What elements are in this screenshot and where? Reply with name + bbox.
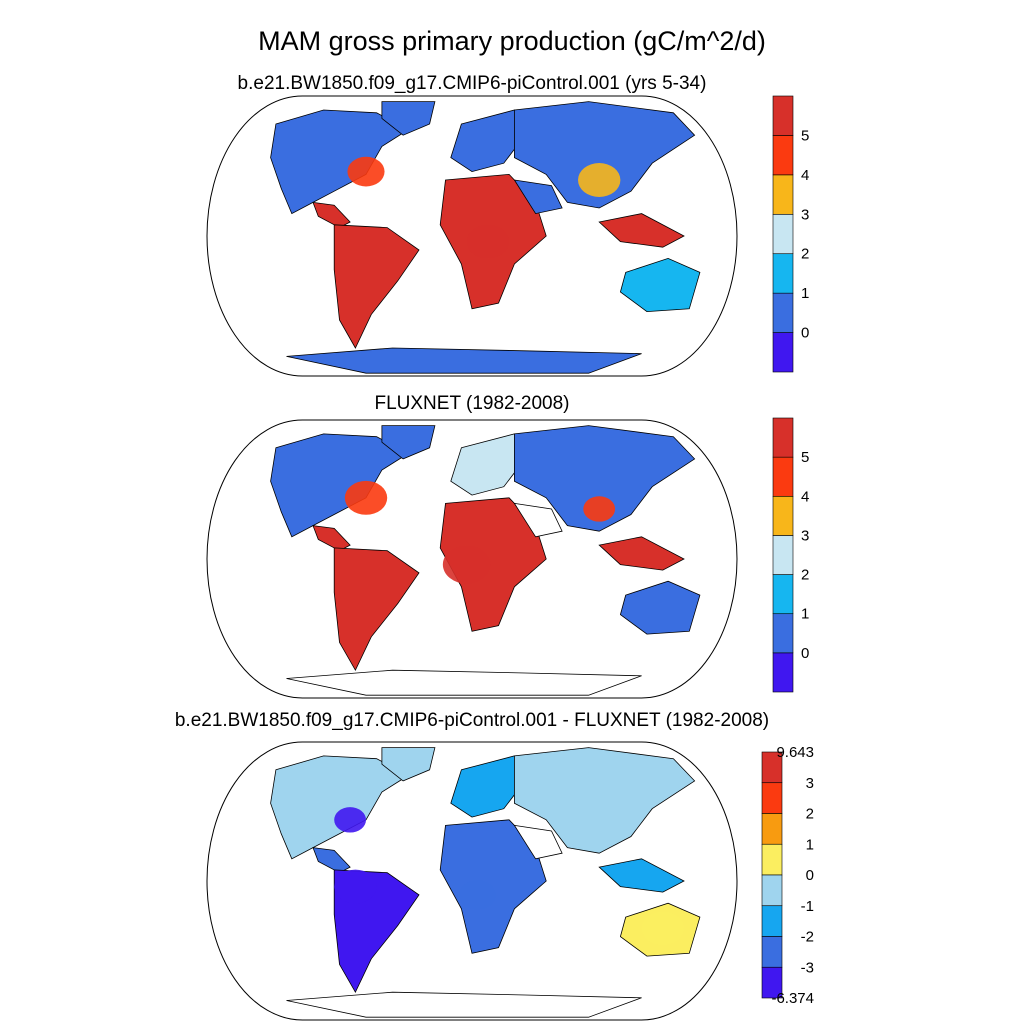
panel-title: FLUXNET (1982-2008): [374, 393, 569, 414]
grid-cell-cluster: [442, 545, 491, 584]
grid-cell-cluster: [583, 496, 616, 522]
landmass-maritime: [598, 858, 685, 893]
grid-cell-cluster: [334, 869, 377, 904]
landmass-greenland: [381, 425, 436, 460]
grid-cell-cluster: [344, 480, 388, 515]
landmass-samerica: [333, 224, 420, 349]
colorbar-tick-label: -1: [801, 898, 814, 915]
map-area: [207, 96, 737, 376]
landmass-arabia: [513, 502, 563, 538]
landmass-samerica: [333, 547, 420, 672]
landmass-arabia: [513, 824, 563, 860]
landmass-camerica: [312, 201, 351, 229]
colorbar: 0 1 2 3 4 5: [772, 95, 809, 373]
landmass-namerica: [270, 109, 410, 215]
colorbar-swatch: [772, 292, 794, 333]
panel-fluxnet: FLUXNET (1982-2008) 0 1 2 3 4 5: [206, 393, 809, 699]
colorbar-tick-label: 9.643: [776, 744, 814, 761]
colorbar-tick-label: 2: [801, 246, 809, 263]
map-frame: [206, 419, 738, 699]
colorbar-swatch: [772, 574, 794, 615]
landmass-arabia: [513, 179, 563, 215]
grid-cell-cluster: [458, 880, 496, 910]
colorbar-tick-label: -6.374: [771, 990, 814, 1007]
colorbar-swatch: [761, 905, 783, 937]
map-frame: [206, 741, 738, 1021]
landmass-antarctica: [286, 991, 642, 1018]
colorbar-tick-label: 3: [801, 206, 809, 223]
colorbar-swatch: [772, 652, 794, 693]
colorbar-swatch: [772, 332, 794, 373]
grid-cell-cluster: [347, 156, 385, 187]
map-area: [207, 742, 737, 1020]
colorbar-swatch: [772, 174, 794, 215]
panel-title: b.e21.BW1850.f09_g17.CMIP6-piControl.001…: [175, 710, 769, 731]
colorbar-tick-label: 1: [801, 285, 809, 302]
colorbar-swatch: [772, 495, 794, 536]
colorbar-tick-label: 4: [801, 488, 809, 505]
colorbar-tick-label: -2: [801, 929, 814, 946]
colorbar-swatch: [772, 95, 794, 136]
colorbar-tick-label: 0: [806, 867, 814, 884]
map-area: [207, 420, 737, 698]
colorbar: 9.643 3 2 1 0 -1 -2 -3 -6.374: [761, 744, 814, 1007]
colorbar-tick-label: 5: [801, 449, 809, 466]
colorbar-swatch: [761, 782, 783, 814]
colorbar-tick-label: 4: [801, 167, 809, 184]
landmass-asia: [514, 747, 696, 854]
figure-title: MAM gross primary production (gC/m^2/d): [258, 26, 766, 56]
colorbar-swatch: [761, 966, 783, 999]
landmass-australia: [619, 257, 701, 313]
landmass-australia: [619, 580, 701, 635]
colorbar-tick-label: 5: [801, 127, 809, 144]
colorbar-swatch: [772, 417, 794, 458]
landmass-antarctica: [286, 347, 642, 374]
colorbar-tick-label: 1: [801, 606, 809, 623]
landmass-antarctica: [286, 669, 642, 696]
panel-model: b.e21.BW1850.f09_g17.CMIP6-piControl.001…: [206, 73, 809, 377]
panel-difference: b.e21.BW1850.f09_g17.CMIP6-piControl.001…: [175, 710, 814, 1021]
colorbar-swatch: [772, 613, 794, 654]
colorbar-swatch: [761, 843, 783, 876]
colorbar-swatch: [761, 936, 783, 968]
grid-cell-cluster: [578, 163, 621, 197]
colorbar-tick-label: 0: [801, 325, 809, 342]
colorbar-tick-label: 1: [806, 836, 814, 853]
colorbar-tick-label: 3: [801, 527, 809, 544]
colorbar-swatch: [761, 813, 783, 845]
landmass-maritime: [598, 536, 685, 571]
colorbar-tick-label: 2: [806, 806, 814, 823]
map-frame: [206, 95, 738, 377]
colorbar-swatch: [772, 253, 794, 294]
landmass-greenland: [381, 101, 436, 136]
colorbar-tick-label: 2: [801, 567, 809, 584]
colorbar-tick-label: 0: [801, 645, 809, 662]
grid-cell-cluster: [641, 911, 684, 946]
colorbar-swatch: [761, 874, 783, 907]
panel-title: b.e21.BW1850.f09_g17.CMIP6-piControl.001…: [238, 73, 707, 94]
grid-cell-cluster: [334, 807, 366, 833]
colorbar-swatch: [772, 456, 794, 497]
colorbar-tick-label: 3: [806, 775, 814, 792]
colorbar-tick-label: -3: [801, 959, 814, 976]
colorbar-swatch: [772, 135, 794, 176]
colorbar-swatch: [772, 535, 794, 575]
grid-cell-cluster: [466, 224, 510, 259]
colorbar-swatch: [772, 213, 794, 255]
landmass-camerica: [312, 525, 351, 552]
landmass-greenland: [381, 747, 436, 782]
colorbar: 0 1 2 3 4 5: [772, 417, 809, 693]
landmass-asia: [514, 101, 696, 209]
landmass-asia: [514, 425, 696, 532]
landmass-camerica: [312, 847, 351, 874]
landmass-maritime: [598, 213, 685, 248]
